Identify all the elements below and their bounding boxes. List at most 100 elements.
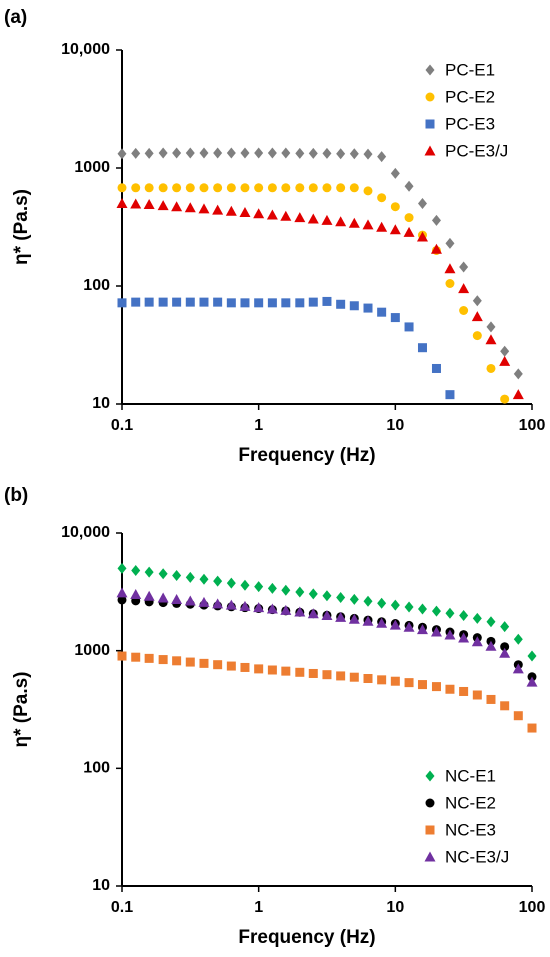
data-point bbox=[321, 214, 333, 225]
data-point bbox=[431, 363, 441, 373]
x-axis-label: Frequency (Hz) bbox=[238, 445, 375, 466]
data-point bbox=[417, 198, 427, 210]
data-point bbox=[390, 599, 400, 611]
x-tick-label: 0.1 bbox=[111, 899, 133, 916]
data-point bbox=[226, 577, 236, 589]
x-tick-label: 0.1 bbox=[111, 417, 133, 434]
data-point bbox=[158, 147, 168, 159]
y-axis-label: η* (Pa.s) bbox=[11, 189, 32, 265]
data-point bbox=[281, 147, 291, 159]
data-point bbox=[158, 183, 168, 193]
y-tick-label: 10,000 bbox=[61, 524, 110, 541]
data-point bbox=[404, 322, 414, 332]
data-point bbox=[471, 636, 483, 647]
data-point bbox=[308, 588, 318, 600]
y-tick-label: 10 bbox=[92, 395, 110, 412]
data-point bbox=[307, 213, 319, 224]
data-point bbox=[240, 147, 250, 159]
data-point bbox=[295, 183, 305, 193]
data-point bbox=[417, 343, 427, 353]
data-point bbox=[213, 660, 223, 670]
data-point bbox=[117, 148, 127, 160]
data-point bbox=[157, 592, 169, 603]
data-point bbox=[294, 606, 306, 617]
data-point bbox=[322, 590, 332, 602]
data-point bbox=[336, 299, 346, 309]
data-point bbox=[308, 183, 318, 193]
data-point bbox=[404, 678, 414, 688]
data-point bbox=[253, 208, 265, 219]
data-point bbox=[117, 562, 127, 574]
data-point bbox=[213, 575, 223, 587]
data-point bbox=[444, 263, 456, 274]
data-point bbox=[116, 198, 128, 209]
y-axis-label: η* (Pa.s) bbox=[11, 671, 32, 747]
data-point bbox=[377, 151, 387, 163]
data-point bbox=[131, 652, 141, 662]
data-point bbox=[486, 363, 496, 373]
data-point bbox=[117, 595, 127, 605]
data-point bbox=[513, 633, 523, 645]
data-point bbox=[472, 295, 482, 307]
legend-marker bbox=[425, 798, 435, 808]
data-point bbox=[131, 297, 141, 307]
data-point bbox=[349, 672, 359, 682]
data-point bbox=[295, 147, 305, 159]
data-point bbox=[390, 202, 400, 212]
data-point bbox=[527, 723, 537, 733]
data-point bbox=[416, 231, 428, 242]
data-point bbox=[459, 610, 469, 622]
data-point bbox=[185, 183, 195, 193]
x-tick-label: 1 bbox=[254, 417, 263, 434]
data-point bbox=[499, 355, 511, 366]
data-point bbox=[363, 674, 373, 684]
data-point bbox=[526, 676, 538, 687]
data-point bbox=[307, 608, 319, 619]
data-point bbox=[499, 647, 511, 658]
data-point bbox=[445, 390, 455, 400]
data-point bbox=[143, 590, 155, 601]
data-point bbox=[254, 664, 264, 674]
legend-label: PC-E3 bbox=[445, 114, 495, 133]
data-point bbox=[240, 579, 250, 591]
x-tick-label: 100 bbox=[519, 899, 546, 916]
legend-marker bbox=[425, 92, 435, 102]
data-point bbox=[431, 214, 441, 226]
data-point bbox=[213, 297, 223, 307]
data-point bbox=[185, 147, 195, 159]
data-point bbox=[266, 209, 278, 220]
data-point bbox=[404, 180, 414, 192]
data-point bbox=[363, 148, 373, 160]
data-point bbox=[485, 334, 497, 345]
data-point bbox=[513, 368, 523, 380]
data-point bbox=[184, 202, 196, 213]
data-point bbox=[254, 581, 264, 593]
data-point bbox=[404, 601, 414, 613]
data-point bbox=[389, 619, 401, 630]
data-point bbox=[390, 676, 400, 686]
y-tick-label: 1000 bbox=[74, 642, 110, 659]
data-point bbox=[157, 200, 169, 211]
data-point bbox=[376, 221, 388, 232]
data-point bbox=[267, 183, 277, 193]
data-point bbox=[377, 597, 387, 609]
data-point bbox=[377, 675, 387, 685]
data-point bbox=[172, 297, 182, 307]
data-point bbox=[239, 206, 251, 217]
data-point bbox=[295, 298, 305, 308]
data-point bbox=[472, 612, 482, 624]
data-point bbox=[349, 593, 359, 605]
data-point bbox=[485, 640, 497, 651]
data-point bbox=[281, 666, 291, 676]
data-point bbox=[362, 219, 374, 230]
y-tick-label: 10 bbox=[92, 877, 110, 894]
legend-marker bbox=[424, 851, 436, 862]
data-point bbox=[144, 297, 154, 307]
data-point bbox=[416, 624, 428, 635]
data-point bbox=[403, 226, 415, 237]
data-point bbox=[172, 183, 182, 193]
data-point bbox=[527, 650, 537, 662]
data-point bbox=[445, 237, 455, 249]
data-point bbox=[362, 615, 374, 626]
data-point bbox=[184, 595, 196, 606]
